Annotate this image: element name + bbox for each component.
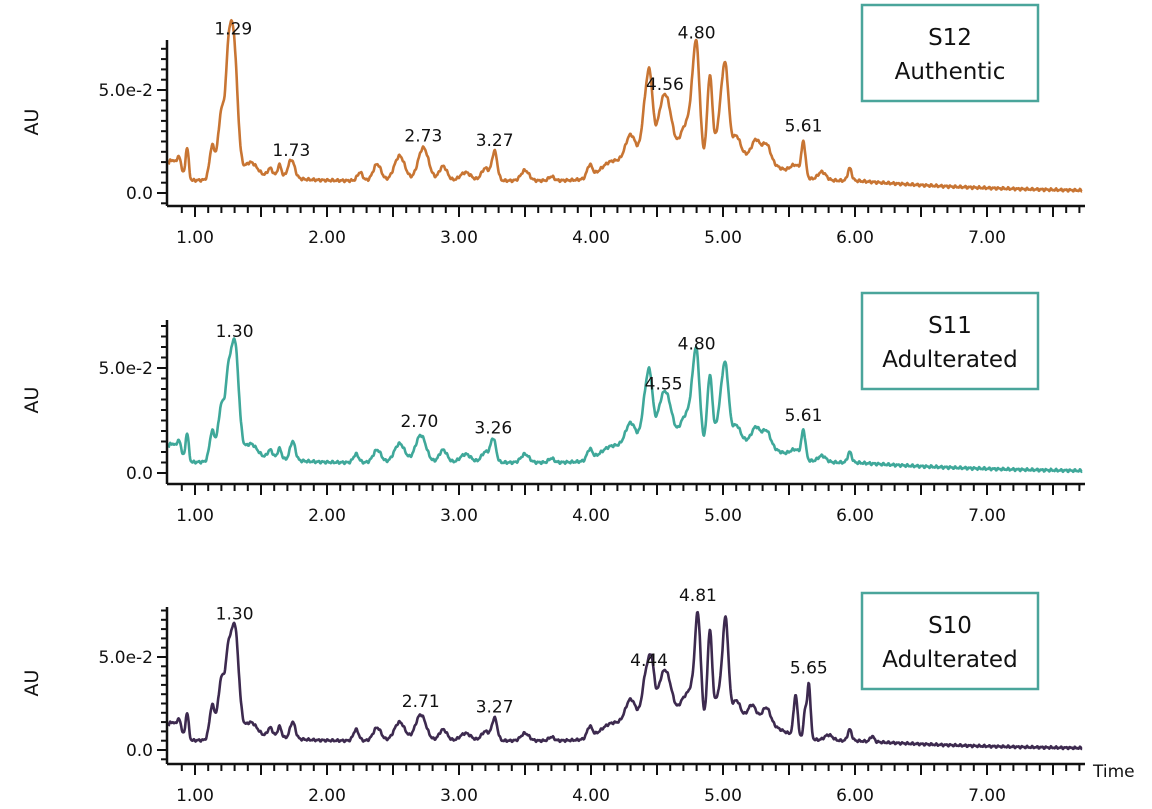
sample-legend-box: [860, 591, 1040, 691]
x-tick-label: 7.00: [968, 786, 1006, 806]
sample-legend-box: [860, 291, 1040, 391]
y-tick-label: 0.0: [126, 741, 153, 761]
peak-label: 3.27: [476, 131, 514, 151]
x-tick-label: 5.00: [704, 786, 742, 806]
peak-label: 1.30: [216, 604, 254, 624]
y-tick-label: 5.0e-2: [99, 359, 153, 379]
chromatogram-panel-s10: 0.0 5.0e-2 AU 1.00 2.00 3.00 4.00 5.00 6.00 7.00 T…: [21, 586, 1135, 806]
y-tick-label: 5.0e-2: [99, 81, 153, 101]
x-tick-label: 1.00: [176, 506, 214, 526]
peak-label: 4.80: [678, 334, 716, 354]
x-tick-label: 6.00: [836, 506, 874, 526]
chromatogram-trace: [167, 19, 1083, 193]
chromatogram-panel-s12: 0.0 5.0e-2 AU 1.00 2.00 3.00 4.00 5.00 6.00 7.00 1…: [21, 3, 1085, 248]
x-tick-label: 7.00: [968, 228, 1006, 248]
chromatogram-panel-s11: 0.0 5.0e-2 AU 1.00 2.00 3.00 4.00 5.00 6.00 7.00 1…: [21, 291, 1085, 526]
sample-label: Authentic: [895, 59, 1006, 85]
sample-id: S12: [928, 25, 972, 51]
x-tick-label: 6.00: [836, 228, 874, 248]
peak-label: 3.26: [474, 418, 512, 438]
y-axis-title: AU: [21, 670, 43, 697]
peak-label: 4.44: [630, 651, 668, 671]
peak-label: 2.71: [402, 692, 440, 712]
x-tick-label: 3.00: [440, 506, 478, 526]
y-axis-title: AU: [21, 109, 43, 136]
peak-label: 2.70: [400, 412, 438, 432]
x-tick-label: 5.00: [704, 506, 742, 526]
x-tick-label: 6.00: [836, 786, 874, 806]
x-tick-label: 3.00: [440, 228, 478, 248]
chromatogram-trace: [167, 337, 1083, 474]
sample-id: S11: [928, 313, 972, 339]
x-tick-label: 7.00: [968, 506, 1006, 526]
x-tick-label: 2.00: [308, 228, 346, 248]
y-tick-label: 0.0: [126, 464, 153, 484]
x-tick-label: 5.00: [704, 228, 742, 248]
x-tick-label: 1.00: [176, 228, 214, 248]
x-tick-label: 3.00: [440, 786, 478, 806]
sample-label: Adulterated: [882, 647, 1017, 673]
y-tick-label: 0.0: [126, 184, 153, 204]
y-tick-label: 5.0e-2: [99, 648, 153, 668]
x-tick-label: 4.00: [572, 506, 610, 526]
peak-label: 4.81: [679, 586, 717, 606]
sample-label: Adulterated: [882, 347, 1017, 373]
peak-label: 5.61: [785, 406, 823, 426]
x-tick-label: 4.00: [572, 786, 610, 806]
x-tick-label: 1.00: [176, 786, 214, 806]
peak-label: 4.80: [678, 24, 716, 44]
x-axis-title: Time: [1092, 762, 1135, 782]
chromatogram-trace: [167, 610, 1083, 751]
y-axis-title: AU: [21, 387, 43, 414]
peak-label: 5.65: [790, 658, 828, 678]
x-tick-label: 2.00: [308, 506, 346, 526]
peak-label: 4.56: [646, 75, 684, 95]
peak-label: 3.27: [476, 697, 514, 717]
peak-label: 5.61: [785, 116, 823, 136]
peak-label: 1.29: [214, 20, 252, 40]
x-tick-label: 2.00: [308, 786, 346, 806]
peak-label: 1.73: [272, 141, 310, 161]
peak-label: 1.30: [216, 322, 254, 342]
peak-label: 4.55: [645, 374, 683, 394]
peak-label: 2.73: [404, 127, 442, 147]
sample-id: S10: [928, 613, 972, 639]
sample-legend-box: [860, 3, 1040, 103]
x-tick-label: 4.00: [572, 228, 610, 248]
